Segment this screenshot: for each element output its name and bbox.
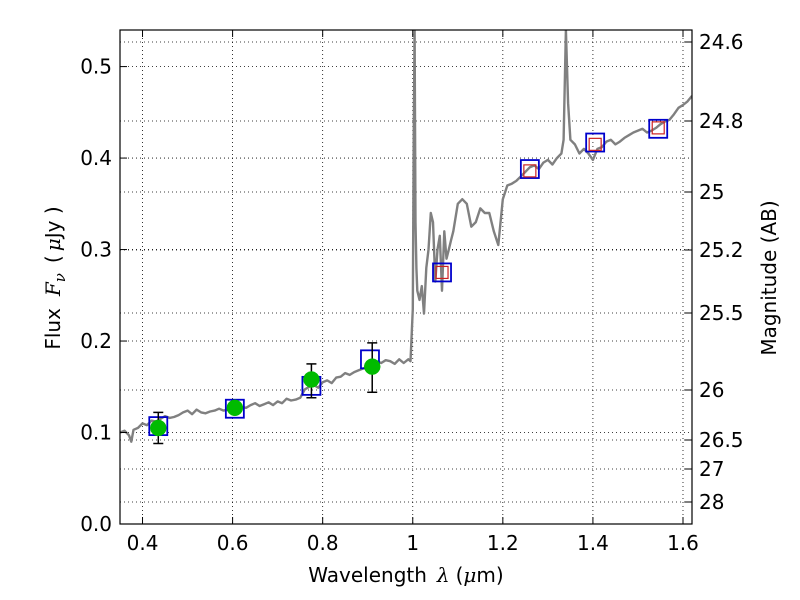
x-tick-label: 1.4 <box>577 531 609 555</box>
x-tick-label: 0.4 <box>127 531 159 555</box>
model-box-red-marker <box>435 265 449 280</box>
y-tick-label: 0.0 <box>80 512 112 536</box>
plot-data <box>120 30 692 445</box>
y-tick-label: 0.1 <box>80 421 112 445</box>
photometry-point <box>363 358 381 375</box>
x-axis-label-symbol: λ <box>436 563 450 587</box>
x-tick-label: 0.8 <box>307 531 339 555</box>
grid <box>120 30 692 525</box>
y2-tick-label: 24.8 <box>699 109 744 133</box>
model-box-marker <box>432 262 452 283</box>
y2-tick-label: 26 <box>699 378 724 402</box>
photometry-point <box>303 371 320 388</box>
x-axis-label-text: Wavelength <box>308 563 427 587</box>
x-axis-label-unit-rest: m) <box>476 563 503 587</box>
x-tick-label: 0.6 <box>217 531 249 555</box>
y-axis-label-unit-rest: Jy ) <box>41 206 65 240</box>
model-box-red-marker <box>588 137 602 151</box>
x-tick-label: 1 <box>406 531 419 555</box>
model-box-marker <box>519 159 540 179</box>
x-axis-label: Wavelength λ (μm) <box>308 563 503 587</box>
y-tick-label: 0.2 <box>80 329 112 353</box>
model-box-marker <box>648 118 669 139</box>
y2-tick-label: 25.2 <box>699 238 744 262</box>
y-axis-label-unit-mu: μ <box>41 238 65 251</box>
x-tick-label: 1.6 <box>667 531 699 555</box>
y-axis-label-symbol: F <box>41 281 65 297</box>
y2-tick-label: 24.6 <box>699 30 744 54</box>
photometry-point <box>226 399 244 417</box>
y2-tick-label: 28 <box>699 490 724 514</box>
plot-frame <box>119 29 693 525</box>
x-tick-label: 1.2 <box>487 531 519 555</box>
y-axis-label-subscript: ν <box>51 273 69 282</box>
model-box-marker <box>585 132 606 153</box>
photometry-point <box>150 419 167 437</box>
y-axis-label-text: Flux <box>41 308 65 350</box>
y2-tick-label: 25 <box>699 180 724 204</box>
y-axis-label: Flux Fν ( μJy ) <box>41 206 69 349</box>
x-axis-label-unit-mu: μ <box>463 563 476 587</box>
x-axis-label-unit-open: ( <box>456 563 464 587</box>
axis-ticks: 0.4 0.6 0.8 1 1.2 1.4 1.6 0.0 0.1 0.2 0.3 0.4 0.5 24.… <box>80 30 744 555</box>
y-tick-label: 0.4 <box>80 146 112 170</box>
y-axis-label-unit-open: ( <box>41 255 65 263</box>
spectrum-line <box>120 30 692 443</box>
y2-tick-label: 25.5 <box>699 301 744 325</box>
y-tick-label: 0.5 <box>80 55 112 79</box>
y2-tick-label: 27 <box>699 457 724 481</box>
model-box-red-marker <box>651 121 665 135</box>
y-tick-label: 0.3 <box>80 238 112 262</box>
y2-axis-label: Magnitude (AB) <box>757 200 781 355</box>
y2-tick-label: 26.5 <box>699 428 744 452</box>
model-box-red-marker <box>523 164 537 178</box>
